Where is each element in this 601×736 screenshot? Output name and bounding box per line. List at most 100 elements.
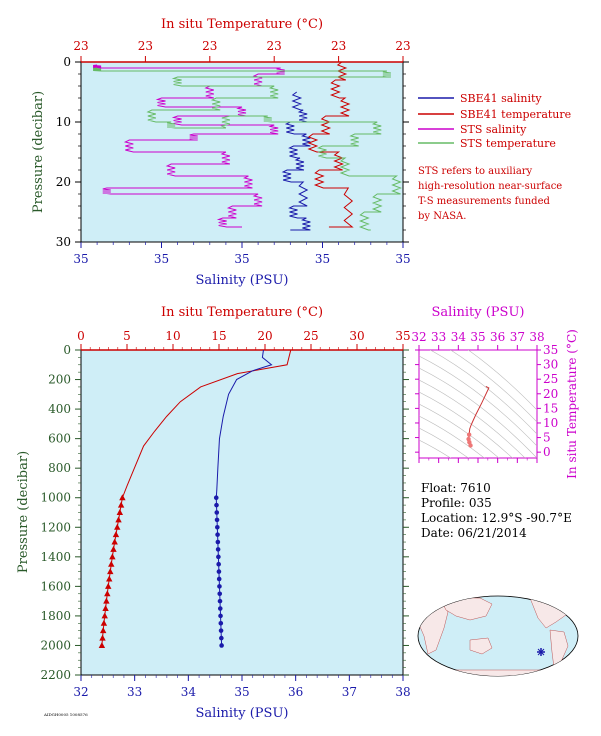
salinity-marker xyxy=(218,620,224,626)
top-series-layer xyxy=(93,61,402,231)
top-legend: SBE41 salinity SBE41 temperature STS sal… xyxy=(418,92,571,150)
sts-note-line: STS refers to auxiliary xyxy=(418,166,533,177)
salinity-marker xyxy=(215,532,220,537)
ts-temperature-tick-label: 10 xyxy=(543,416,558,430)
ts-diagram: Salinity (PSU) 32 33 34 35 36 37 38 0510152025… xyxy=(411,305,579,479)
top-pressure-ticks: 0 10 20 30 xyxy=(56,55,409,249)
ts-isopycnals xyxy=(419,350,537,458)
profile-plot-area xyxy=(80,349,404,676)
ts-salinity-tick-label: 33 xyxy=(431,330,446,344)
profile-temperature-ticks: 0 5 10 15 20 25 30 35 xyxy=(77,329,411,351)
top-xlabel: Salinity (PSU) xyxy=(196,273,289,288)
temperature-marker xyxy=(117,501,125,508)
top-temperature-tick-label: 23 xyxy=(395,39,410,53)
top-salinity-tick-label: 35 xyxy=(234,252,249,266)
temperature-marker xyxy=(106,575,113,582)
profile-salinity-tick-label: 33 xyxy=(127,685,142,699)
temperature-marker xyxy=(114,523,121,530)
float-info: Float: 7610 Profile: 035 Location: 12.9°… xyxy=(421,481,572,540)
ts-marker xyxy=(466,432,472,437)
temperature-marker xyxy=(119,494,126,501)
profile-salinity-tick-label: 35 xyxy=(234,685,249,699)
ts-salinity-tick-label: 37 xyxy=(510,330,525,344)
ts-temperature-tick-label: 35 xyxy=(543,343,558,357)
sts-note-line: high-resolution near-surface xyxy=(418,181,562,192)
salinity-marker xyxy=(219,643,224,648)
ts-salinity-ticks: 32 33 34 35 36 37 38 xyxy=(411,330,545,463)
top-series-line xyxy=(93,67,402,231)
ts-plot-area xyxy=(418,349,538,459)
isopycnal-line xyxy=(419,379,526,458)
top-pressure-tick-label: 30 xyxy=(56,235,71,249)
temperature-marker xyxy=(99,634,106,641)
profile-pressure-tick-label: 800 xyxy=(48,461,71,475)
profile-pressure-tick-label: 1200 xyxy=(40,520,71,534)
ts-ylabel: In situ Temperature (°C) xyxy=(565,329,579,479)
profile-panel: In situ Temperature (°C) 0 5 10 15 20 25 30 35 … xyxy=(16,305,411,721)
legend-label-sts-salinity: STS salinity xyxy=(460,123,527,136)
profile-pressure-tick-label: 200 xyxy=(48,373,71,387)
top-salinity-tick-label: 35 xyxy=(315,252,330,266)
profile-pressure-tick-label: 2000 xyxy=(40,638,71,652)
sts-note: STS refers to auxiliary high-resolution … xyxy=(418,166,562,222)
top-series-line xyxy=(281,91,311,231)
profile-salinity-tick-label: 36 xyxy=(288,685,303,699)
ts-title: Salinity (PSU) xyxy=(432,305,525,320)
legend-label-sbe41-temperature: SBE41 temperature xyxy=(460,108,571,121)
top-ylabel: Pressure (decibar) xyxy=(31,91,46,213)
profile-temperature-tick-label: 15 xyxy=(211,329,226,343)
top-temperature-tick-label: 23 xyxy=(331,39,346,53)
float-id: Float: 7610 xyxy=(421,481,491,495)
isopycnal-line xyxy=(419,355,537,447)
profile-date: Date: 06/21/2014 xyxy=(421,526,527,540)
ts-temperature-tick-label: 25 xyxy=(543,372,558,386)
salinity-marker xyxy=(214,510,220,515)
salinity-marker xyxy=(216,561,221,567)
profile-temperature-tick-label: 30 xyxy=(349,329,364,343)
salinity-marker xyxy=(214,502,219,508)
profile-temperature-tick-label: 20 xyxy=(257,329,272,343)
salinity-marker xyxy=(218,613,223,619)
ts-temperature-tick-label: 20 xyxy=(543,387,558,401)
isopycnal-line xyxy=(419,403,500,458)
temperature-marker xyxy=(98,641,106,648)
ts-salinity-tick-label: 35 xyxy=(470,330,485,344)
temperature-marker xyxy=(111,538,118,545)
profile-salinity-tick-label: 32 xyxy=(73,685,88,699)
salinity-marker xyxy=(216,576,222,582)
profile-title: In situ Temperature (°C) xyxy=(161,305,323,320)
temperature-marker xyxy=(115,516,122,523)
top-salinity-tick-label: 35 xyxy=(73,252,88,266)
top-title: In situ Temperature (°C) xyxy=(161,17,323,32)
isopycnal-line xyxy=(419,391,513,458)
top-temperature-tick-label: 23 xyxy=(73,39,88,53)
top-pressure-tick-label: 10 xyxy=(56,115,71,129)
isopycnal-line xyxy=(429,350,537,435)
salinity-marker xyxy=(217,591,223,597)
continent-australia xyxy=(469,637,493,655)
temperature-marker xyxy=(104,590,111,597)
ts-temperature-tick-label: 15 xyxy=(543,401,558,415)
profile-series-layer xyxy=(98,349,292,648)
profile-ylabel: Pressure (decibar) xyxy=(16,451,31,573)
ts-salinity-tick-label: 34 xyxy=(451,330,467,344)
float-location: Location: 12.9°S -90.7°E xyxy=(421,511,572,525)
profile-pressure-tick-label: 1000 xyxy=(40,491,71,505)
top-temperature-tick-label: 23 xyxy=(138,39,153,53)
salinity-marker xyxy=(216,554,221,560)
ts-salinity-tick-label: 36 xyxy=(490,330,505,344)
temperature-marker xyxy=(102,605,109,612)
isopycnal-line xyxy=(419,427,469,458)
profile-temperature-tick-label: 35 xyxy=(395,329,410,343)
salinity-marker xyxy=(213,495,219,501)
profile-pressure-tick-label: 1600 xyxy=(40,579,71,593)
profile-temperature-tick-label: 0 xyxy=(77,329,85,343)
salinity-marker xyxy=(218,628,224,633)
top-temperature-tick-label: 23 xyxy=(202,39,217,53)
top-salinity-tick-label: 35 xyxy=(395,252,410,266)
temperature-marker xyxy=(100,619,108,626)
salinity-marker xyxy=(217,584,222,589)
profile-salinity-ticks: 32 33 34 35 36 37 38 xyxy=(73,675,411,699)
